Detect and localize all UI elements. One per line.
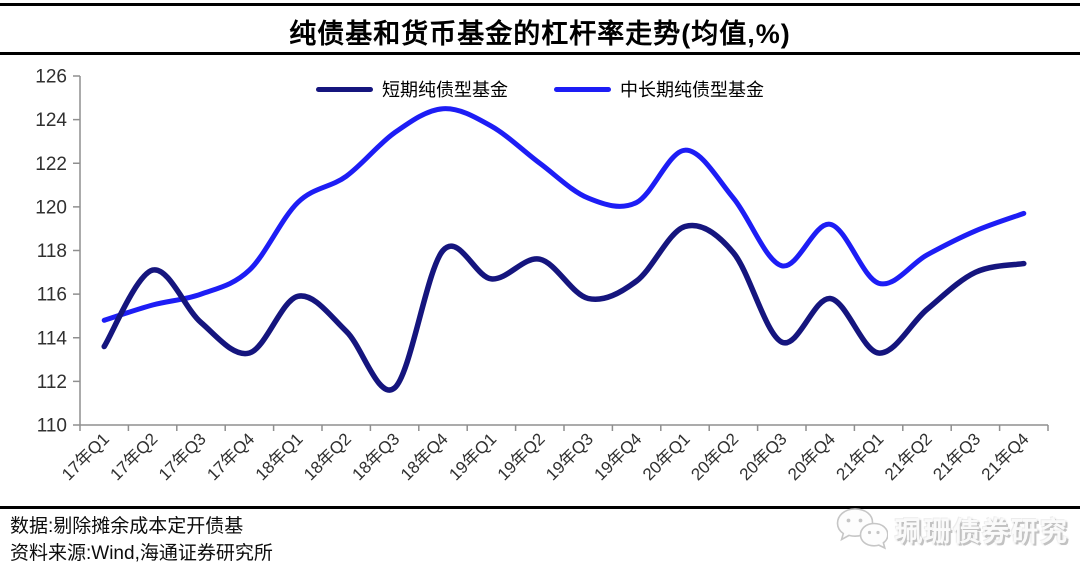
footer-data-note: 数据:剔除摊余成本定开债基 [10, 516, 244, 537]
x-axis-tick-label: 20年Q2 [687, 429, 742, 484]
y-axis-tick-label: 110 [37, 416, 67, 437]
x-axis-tick-label: 18年Q1 [252, 429, 307, 484]
top-rule [0, 3, 1080, 6]
x-axis-tick-label: 17年Q1 [58, 429, 113, 484]
x-axis-tick-label: 19年Q1 [445, 429, 500, 484]
y-axis-tick-label: 120 [35, 197, 67, 218]
x-axis-tick-label: 18年Q2 [300, 429, 355, 484]
x-axis-tick-label: 17年Q4 [203, 429, 258, 484]
chart-legend: 短期纯债型基金 中长期纯债型基金 [0, 76, 1080, 102]
chart-title: 纯债基和货币基金的杠杆率走势(均值,%) [289, 19, 791, 49]
x-axis-tick-label: 19年Q4 [591, 429, 646, 484]
x-axis-tick-label: 20年Q1 [639, 429, 694, 484]
x-axis-tick-label: 21年Q1 [833, 429, 888, 484]
x-axis-tick-label: 20年Q3 [736, 429, 791, 484]
watermark: 珮珊债券研究 [834, 507, 1069, 551]
series-line-0 [101, 222, 1027, 393]
legend-label-medium-long-term: 中长期纯债型基金 [620, 80, 764, 100]
footer-source-note: 资料来源:Wind,海通证券研究所 [10, 543, 273, 564]
legend-swatch-medium-long-term [554, 86, 611, 92]
legend-item-medium-long-term-fund: 中长期纯债型基金 [554, 76, 764, 102]
y-axis-tick-label: 112 [37, 372, 67, 393]
leverage-line-chart: 11011211411611812012212412617年Q117年Q217年… [35, 67, 1049, 484]
y-axis-tick-label: 122 [35, 154, 67, 175]
legend-label-short-term: 短期纯债型基金 [382, 80, 508, 100]
y-axis-tick-label: 124 [35, 110, 67, 131]
y-axis-tick-label: 114 [37, 328, 68, 349]
x-axis-tick-label: 17年Q3 [155, 429, 210, 484]
y-axis-tick-label: 116 [37, 285, 67, 306]
x-axis-tick-label: 18年Q4 [397, 429, 452, 484]
x-axis-tick-label: 21年Q2 [881, 429, 936, 484]
y-axis-tick-label: 118 [37, 241, 67, 262]
x-axis-tick-label: 18年Q3 [349, 429, 404, 484]
wechat-icon [836, 508, 888, 550]
watermark-label: 珮珊债券研究 [895, 516, 1069, 547]
legend-swatch-short-term [316, 86, 373, 92]
x-axis-tick-label: 17年Q2 [107, 429, 162, 484]
legend-item-short-term-fund: 短期纯债型基金 [316, 76, 508, 102]
y-axis-tick-label: 126 [35, 67, 67, 88]
x-axis-tick-label: 20年Q4 [784, 429, 839, 484]
x-axis-tick-label: 19年Q2 [494, 429, 549, 484]
series-line-1 [101, 106, 1027, 323]
x-axis-tick-label: 19年Q3 [542, 429, 597, 484]
x-axis-tick-label: 21年Q4 [978, 429, 1033, 484]
x-axis-tick-label: 21年Q3 [929, 429, 984, 484]
footer-rule [0, 506, 1080, 509]
title-rule [0, 52, 1080, 55]
